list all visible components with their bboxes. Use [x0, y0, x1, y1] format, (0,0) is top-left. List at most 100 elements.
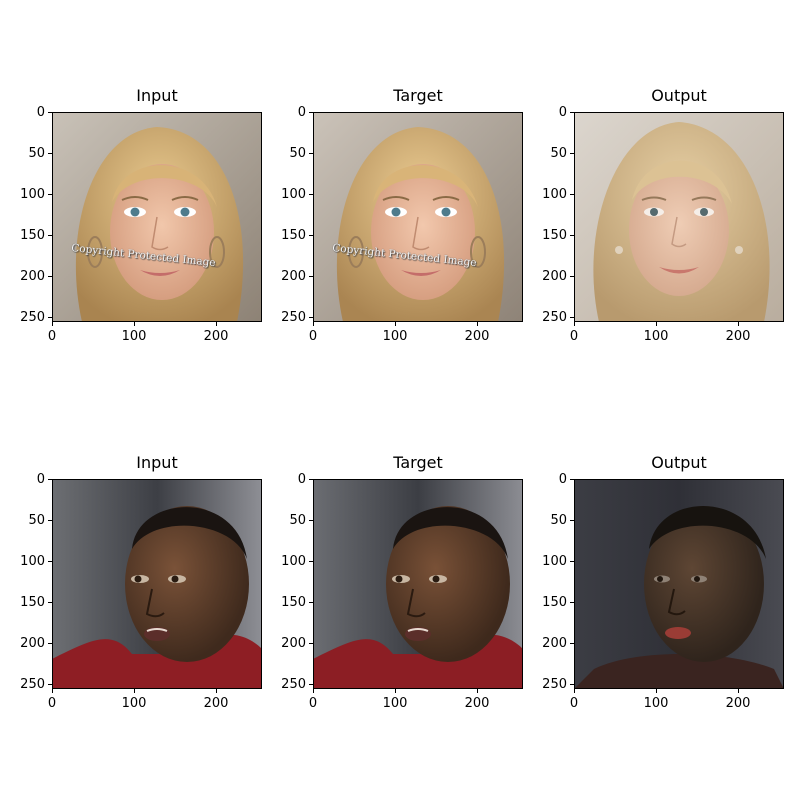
target-face-image-2 [313, 479, 523, 689]
face-man-target [313, 479, 523, 689]
x-tick-label: 200 [464, 696, 490, 711]
x-tick-label: 100 [121, 329, 147, 344]
y-tick-mark [570, 643, 574, 645]
x-tick-mark [738, 689, 740, 693]
y-tick-label: 100 [20, 187, 45, 203]
x-tick-label: 100 [382, 329, 408, 344]
x-tick-mark [738, 322, 740, 326]
face-man-output [574, 479, 784, 689]
x-tick-mark [216, 689, 218, 693]
x-tick-label: 0 [308, 696, 318, 711]
y-tick-label: 200 [542, 636, 567, 652]
y-tick-label: 50 [289, 513, 306, 529]
y-tick-mark [309, 153, 313, 155]
x-tick-mark [134, 689, 136, 693]
target-face-image-1: Copyright Protected Image [313, 112, 523, 322]
y-tick-label: 150 [542, 228, 567, 244]
input-face-image-1: Copyright Protected Image [52, 112, 262, 322]
y-tick-mark [48, 153, 52, 155]
y-tick-label: 150 [281, 595, 306, 611]
y-tick-mark [570, 235, 574, 237]
x-tick-mark [656, 322, 658, 326]
y-tick-mark [570, 684, 574, 686]
y-tick-mark [48, 643, 52, 645]
x-tick-mark [313, 322, 314, 326]
x-tick-label: 100 [382, 696, 408, 711]
y-tick-label: 200 [542, 269, 567, 285]
y-tick-label: 250 [542, 310, 567, 326]
panel-title: Input [136, 86, 178, 105]
x-tick-label: 0 [308, 329, 318, 344]
y-tick-label: 250 [20, 677, 45, 693]
y-tick-label: 100 [281, 554, 306, 570]
y-tick-label: 50 [28, 146, 45, 162]
y-tick-label: 150 [20, 228, 45, 244]
panel-title: Target [393, 86, 443, 105]
output-face-image-2 [574, 479, 784, 689]
y-tick-mark [309, 520, 313, 522]
y-tick-mark [48, 235, 52, 237]
y-tick-mark [309, 112, 313, 113]
y-tick-label: 150 [20, 595, 45, 611]
y-tick-label: 250 [542, 677, 567, 693]
y-tick-mark [309, 684, 313, 686]
y-tick-mark [570, 194, 574, 196]
y-tick-label: 200 [20, 269, 45, 285]
x-tick-label: 100 [643, 329, 669, 344]
panel-title: Output [651, 453, 707, 472]
input-face-image-2 [52, 479, 262, 689]
y-tick-mark [48, 276, 52, 278]
x-tick-mark [313, 689, 314, 693]
y-tick-mark [570, 602, 574, 604]
y-tick-label: 200 [20, 636, 45, 652]
y-tick-mark [48, 317, 52, 319]
output-face-image-1 [574, 112, 784, 322]
y-tick-mark [570, 479, 574, 480]
y-tick-label: 0 [36, 472, 45, 487]
x-tick-mark [477, 322, 479, 326]
y-tick-mark [570, 520, 574, 522]
y-tick-mark [48, 479, 52, 480]
x-tick-label: 200 [203, 329, 229, 344]
x-tick-mark [395, 689, 397, 693]
x-tick-mark [477, 689, 479, 693]
face-blonde-target [313, 112, 523, 322]
y-tick-mark [48, 684, 52, 686]
y-tick-label: 100 [542, 554, 567, 570]
x-tick-label: 200 [464, 329, 490, 344]
y-tick-mark [309, 194, 313, 196]
x-tick-label: 0 [569, 696, 579, 711]
x-tick-mark [52, 322, 53, 326]
y-tick-mark [309, 561, 313, 563]
panel-title: Target [393, 453, 443, 472]
y-tick-label: 50 [550, 146, 567, 162]
x-tick-mark [395, 322, 397, 326]
x-tick-mark [574, 322, 575, 326]
y-tick-label: 0 [297, 472, 306, 487]
face-man-input [52, 479, 262, 689]
y-tick-mark [570, 153, 574, 155]
y-tick-label: 250 [281, 310, 306, 326]
y-tick-label: 0 [558, 472, 567, 487]
y-tick-label: 50 [550, 513, 567, 529]
y-tick-mark [570, 317, 574, 319]
face-blonde-output [574, 112, 784, 322]
y-tick-mark [309, 235, 313, 237]
y-tick-mark [309, 276, 313, 278]
y-tick-label: 0 [36, 105, 45, 120]
y-tick-mark [309, 317, 313, 319]
y-tick-mark [309, 602, 313, 604]
y-tick-mark [48, 194, 52, 196]
x-tick-mark [574, 689, 575, 693]
y-tick-label: 0 [558, 105, 567, 120]
y-tick-label: 150 [542, 595, 567, 611]
y-tick-label: 100 [542, 187, 567, 203]
x-tick-label: 100 [121, 696, 147, 711]
y-tick-label: 200 [281, 269, 306, 285]
x-tick-label: 0 [47, 696, 57, 711]
y-tick-mark [309, 643, 313, 645]
y-tick-mark [309, 479, 313, 480]
x-tick-label: 0 [47, 329, 57, 344]
y-tick-label: 50 [28, 513, 45, 529]
x-tick-mark [134, 322, 136, 326]
